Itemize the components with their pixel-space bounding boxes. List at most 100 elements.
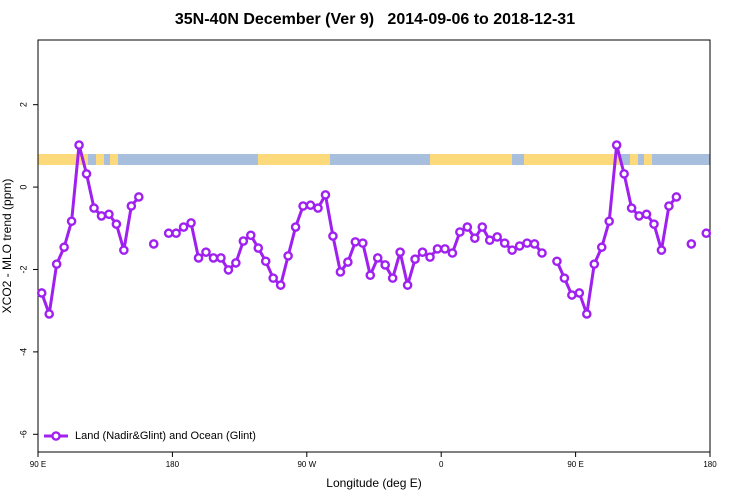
x-axis-label: Longitude (deg E): [326, 476, 421, 490]
data-point: [432, 244, 443, 254]
data-point: [395, 247, 405, 257]
data-point: [275, 280, 286, 290]
data-point: [387, 273, 398, 283]
data-point: [499, 238, 510, 248]
data-point: [81, 169, 92, 179]
land-band: [258, 154, 330, 165]
x-tick-label: 90 E: [30, 460, 46, 469]
data-point: [447, 248, 458, 258]
land-band: [110, 154, 118, 165]
y-tick-label: 2: [18, 102, 28, 107]
data-point: [611, 140, 622, 150]
data-point: [701, 228, 712, 239]
data-point: [626, 203, 637, 213]
data-point: [89, 203, 99, 213]
data-point: [559, 273, 570, 283]
data-point: [290, 222, 301, 232]
data-point: [492, 232, 503, 242]
data-point: [36, 288, 47, 298]
data-point: [350, 237, 361, 247]
data-point: [231, 258, 241, 268]
data-point: [59, 242, 69, 253]
data-point: [455, 227, 465, 237]
data-point: [574, 288, 585, 298]
data-point: [74, 140, 84, 150]
data-point: [522, 238, 532, 248]
data-point: [641, 209, 652, 220]
data-point: [268, 273, 279, 283]
data-point: [410, 254, 420, 264]
data-point: [357, 238, 368, 248]
legend-label: Land (Nadir&Glint) and Ocean (Glint): [75, 430, 256, 442]
data-point: [96, 211, 107, 221]
data-point: [552, 256, 562, 267]
x-tick-label: 180: [166, 460, 180, 469]
data-point: [44, 309, 55, 319]
data-point: [365, 270, 376, 281]
data-point: [529, 239, 540, 249]
data-point: [245, 230, 256, 241]
data-point: [664, 201, 674, 211]
data-point: [171, 228, 181, 239]
land-band: [96, 154, 104, 165]
data-point: [469, 233, 480, 243]
x-tick-label: 90 W: [297, 460, 316, 469]
data-point: [582, 309, 592, 319]
data-point: [148, 239, 159, 249]
data-point: [178, 222, 189, 232]
data-point: [649, 219, 659, 229]
data-point: [66, 216, 77, 227]
data-point: [671, 192, 682, 202]
data-point: [298, 201, 308, 211]
data-point: [596, 242, 607, 253]
data-point: [507, 245, 517, 255]
data-point: [216, 253, 226, 263]
data-point: [193, 253, 204, 263]
data-point: [417, 247, 428, 257]
data-point: [425, 252, 435, 262]
data-point: [372, 253, 383, 263]
legend-marker: [51, 431, 61, 441]
data-point: [477, 222, 488, 232]
x-tick-label: 0: [439, 460, 444, 469]
series-line: [42, 145, 707, 314]
data-point: [335, 267, 346, 277]
land-band: [430, 154, 512, 165]
ocean-band: [38, 154, 710, 165]
data-point: [604, 216, 615, 227]
data-point: [208, 253, 219, 263]
data-point: [343, 257, 353, 267]
data-point: [484, 235, 495, 246]
y-tick-label: -2: [18, 265, 28, 273]
land-ocean-strip: [38, 154, 710, 165]
y-axis-label: XCO2 - MLO trend (ppm): [0, 179, 14, 314]
data-point: [119, 245, 129, 255]
data-point: [537, 248, 547, 258]
land-band: [630, 154, 638, 165]
data-point: [656, 245, 667, 255]
data-point: [163, 228, 174, 239]
y-tick-label: -4: [18, 348, 28, 356]
data-point: [126, 201, 137, 211]
data-point: [440, 244, 450, 254]
data-point: [634, 211, 644, 221]
data-point: [380, 260, 391, 270]
land-band: [644, 154, 652, 165]
data-point: [619, 169, 629, 179]
data-point: [283, 251, 293, 261]
x-tick-label: 180: [703, 460, 717, 469]
y-tick-label: 0: [18, 185, 28, 190]
data-point: [514, 241, 525, 251]
y-tick-label: -6: [18, 430, 28, 438]
data-point: [253, 243, 264, 253]
data-point: [567, 290, 577, 300]
data-point: [320, 190, 331, 200]
land-band: [524, 154, 620, 165]
data-point: [328, 231, 338, 241]
data-point: [201, 247, 211, 257]
data-point: [186, 218, 196, 228]
land-band: [38, 154, 88, 165]
data-point: [462, 222, 473, 232]
